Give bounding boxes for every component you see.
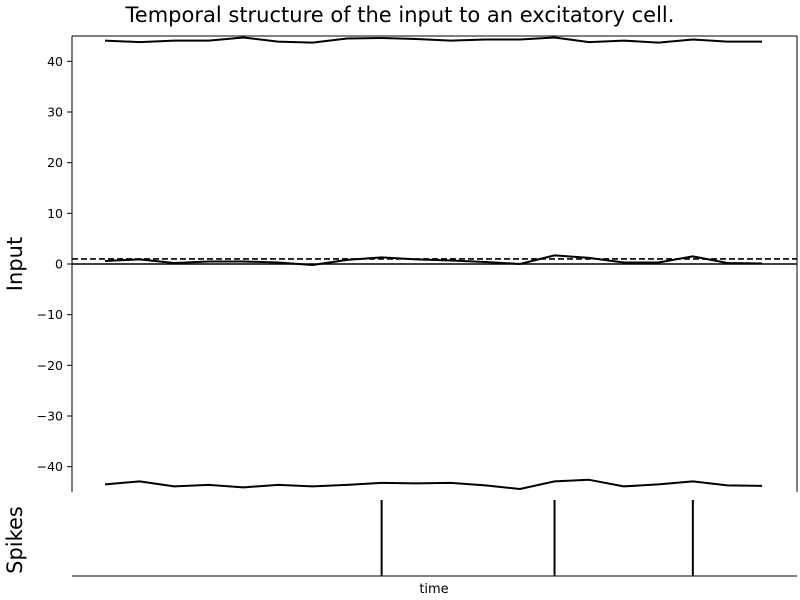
y-tick-label: 0 bbox=[55, 257, 63, 272]
input-series bbox=[104, 36, 763, 490]
y-tick-label: 20 bbox=[47, 155, 63, 170]
chart-title: Temporal structure of the input to an ex… bbox=[125, 3, 675, 27]
y-tick-label: −30 bbox=[37, 409, 63, 424]
spikes-x-label: time bbox=[419, 582, 448, 597]
y-tick-label: −20 bbox=[37, 358, 63, 373]
y-tick-label: −10 bbox=[37, 307, 63, 322]
spikes-y-label: Spikes bbox=[3, 506, 27, 574]
y-tick-label: 40 bbox=[47, 54, 63, 69]
middle-input-line bbox=[104, 254, 763, 266]
input-y-label: Input bbox=[3, 237, 27, 291]
input-y-ticks: 40 30 20 10 0 −10 −20 −30 −40 bbox=[37, 54, 72, 474]
y-tick-label: 30 bbox=[47, 105, 63, 120]
y-tick-label: 10 bbox=[47, 206, 63, 221]
spikes-panel: Spikes time bbox=[3, 500, 797, 597]
lower-input-line bbox=[104, 478, 763, 490]
spike-markers bbox=[380, 500, 694, 576]
upper-input-line bbox=[104, 36, 762, 44]
y-tick-label: −40 bbox=[37, 459, 63, 474]
input-panel: 40 30 20 10 0 −10 −20 −30 −40 Input bbox=[3, 35, 798, 492]
